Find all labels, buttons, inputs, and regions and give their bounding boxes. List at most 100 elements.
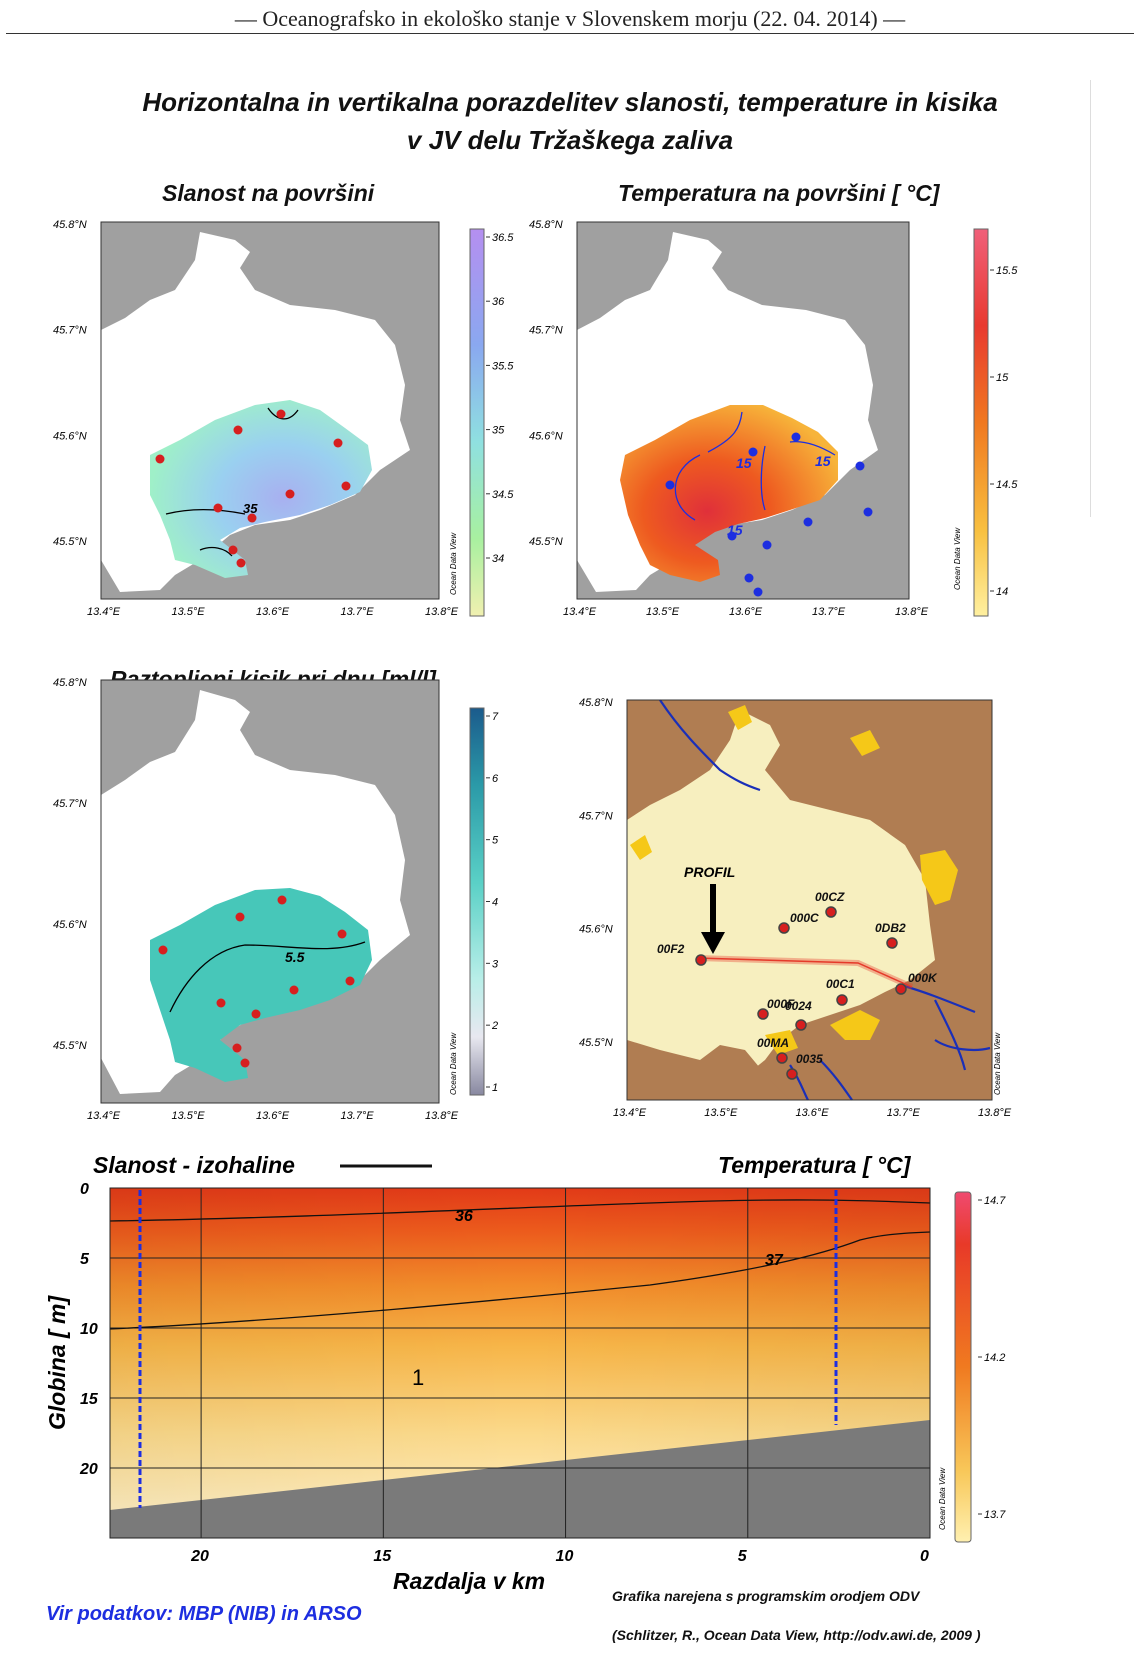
oxygen-colorbar-label: 5 [492,835,499,847]
temperature-contour-label-1: 15 [736,455,752,471]
temperature-field [620,405,838,582]
station-label: 00C1 [826,977,855,991]
temperature-lon-label: 13.6°E [729,606,763,618]
temperature-lat-label: 45.5°N [529,536,563,548]
rivers [659,699,991,1101]
station-lon-label: 13.7°E [887,1107,921,1119]
salinity-colorbar-label: 35.5 [492,360,514,372]
station-label: 0DB2 [875,921,906,935]
oxygen-lon-label: 13.8°E [425,1110,459,1122]
oxygen-colorbar-label: 3 [492,958,499,970]
oxygen-lat-label: 45.7°N [53,798,87,810]
section-xlabel: Razdalja v km [393,1568,545,1594]
salinity-lat-label: 45.8°N [53,219,87,231]
panel-edge [1090,80,1091,517]
oxygen-contour [169,941,366,1013]
tool-credit-line1: Grafika narejena s programskim orodjem O… [612,1588,920,1604]
oxygen-lon-label: 13.6°E [256,1110,290,1122]
odv-watermark: Ocean Data View [953,527,962,590]
temperature-section: 36 37 [109,1187,931,1539]
salinity-lon-label: 13.8°E [425,606,459,618]
salinity-contour-label: 35 [243,501,258,516]
temperature-contour-3 [760,445,766,511]
station-label: 000K [908,971,938,985]
section-ticks: 20 15 10 5 0 0 5 10 15 20 [79,1181,929,1565]
temperature-contour-2 [707,411,743,453]
salinity-lon-label: 13.4°E [87,606,121,618]
salinity-contour-bottom [199,546,233,557]
header-rule [6,33,1134,34]
salinity-stations [155,409,351,568]
station-lon-label: 13.6°E [796,1107,830,1119]
section-colorbar-label: 14.7 [984,1195,1006,1207]
oxygen-lat-label: 45.6°N [53,919,87,931]
oxygen-colorbar [469,707,485,1096]
temperature-colorbar [973,228,989,617]
salinity-panel-title: Slanost na površini [162,180,375,206]
salinity-lat-label: 45.6°N [53,430,87,442]
temperature-lat-label: 45.6°N [529,430,563,442]
salinity-colorbar-label: 36 [492,296,505,308]
station-label: 00F2 [657,942,685,956]
odv-watermark: Ocean Data View [449,532,458,595]
salinity-colorbar-label: 34.5 [492,489,514,501]
section-right-title: Temperatura [ °C] [718,1152,912,1178]
temperature-contour-1 [674,454,701,521]
section-ytick-label: 20 [79,1461,98,1478]
station-lat-label: 45.5°N [579,1037,613,1049]
oxygen-colorbar-label: 6 [492,773,499,785]
station-lon-label: 13.4°E [613,1107,647,1119]
station-labels: 00CZ 000C 0DB2 00F2 000K 00C1 000F 0024 … [657,890,938,1066]
station-markers [695,906,907,1080]
section-colorbar-label: 13.7 [984,1509,1006,1521]
isohaline-36-label: 36 [455,1208,473,1225]
temperature-lat-label: 45.8°N [529,219,563,231]
temperature-stations [665,432,873,597]
oxygen-colorbar-label: 4 [492,897,498,909]
salinity-colorbar [469,228,485,617]
section-ylabel: Globina [ m] [44,1295,70,1431]
odv-watermark: Ocean Data View [993,1032,1002,1095]
salinity-colorbar-label: 36.5 [492,232,514,244]
salinity-contour-top [267,407,299,420]
oxygen-colorbar-label: 7 [492,711,499,723]
oxygen-lat-label: 45.5°N [53,1040,87,1052]
running-header: — Oceanografsko in ekološko stanje v Slo… [234,6,906,31]
salinity-map: 35 [100,221,440,600]
figure-title-line2: v JV delu Tržaškega zaliva [406,125,734,155]
station-map-sea [627,710,935,1090]
temperature-lon-label: 13.4°E [563,606,597,618]
oxygen-field [150,888,372,1082]
oxygen-lon-label: 13.7°E [341,1110,375,1122]
isohaline-37 [109,1231,931,1330]
section-xtick-label: 15 [373,1548,392,1565]
profil-arrow-head [701,932,725,954]
temperature-colorbar-label: 15 [996,372,1009,384]
oxygen-lon-label: 13.5°E [172,1110,206,1122]
temperature-colorbar-label: 14 [996,586,1008,598]
temperature-lon-label: 13.5°E [646,606,680,618]
odv-watermark: Ocean Data View [449,1032,458,1095]
section-xtick-label: 5 [738,1548,748,1565]
salinity-lon-label: 13.6°E [256,606,290,618]
oxygen-colorbar-label: 2 [491,1020,498,1032]
oxygen-lat-label: 45.8°N [53,677,87,689]
section-ytick-label: 15 [80,1391,99,1408]
tool-credit-line2: (Schlitzer, R., Ocean Data View, http://… [612,1627,981,1643]
station-lat-label: 45.8°N [579,697,613,709]
station-label: 00CZ [815,890,845,904]
temperature-lon-label: 13.7°E [812,606,846,618]
section-annotation: 1 [412,1365,424,1390]
section-seabed [110,1420,930,1538]
salinity-contour [165,508,246,515]
colorbar-labels: 36.5 36 35.5 35 34.5 34 15.5 15 14.5 14 7 6 5 4 3 2 1 14.… [486,232,1018,1521]
temperature-lat-label: 45.7°N [529,325,563,337]
oxygen-map: 5.5 [100,679,440,1104]
temperature-map: 15 15 15 [576,221,910,600]
oxygen-lon-label: 13.4°E [87,1110,121,1122]
temperature-colorbar-label: 15.5 [996,265,1018,277]
section-colorbar-label: 14.2 [984,1352,1005,1364]
station-lon-label: 13.8°E [978,1107,1012,1119]
station-label: 000C [790,911,819,925]
